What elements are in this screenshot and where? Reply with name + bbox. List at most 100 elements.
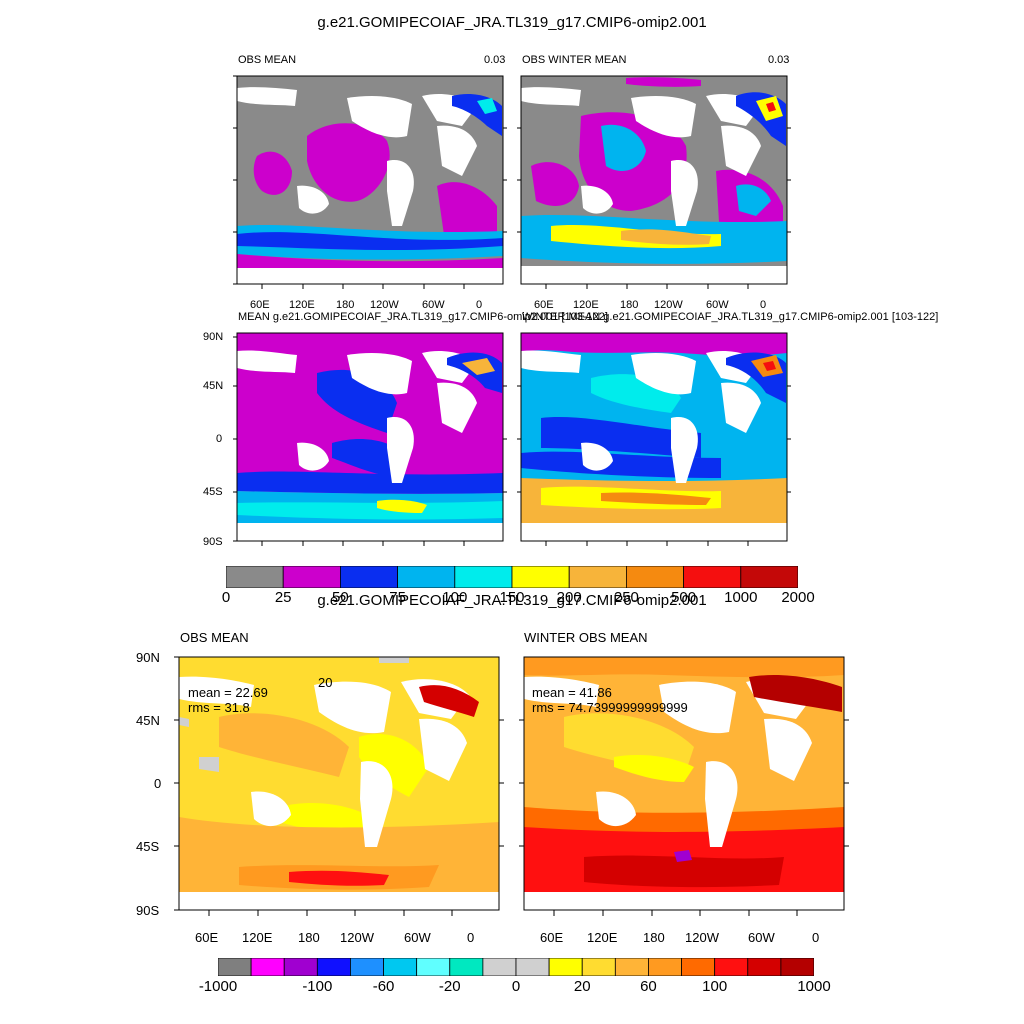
map-panel-model-mean [233, 332, 507, 546]
lat-tick: 90S [136, 903, 160, 918]
colorbar-swatch [581, 958, 616, 976]
lat-tick: 45S [136, 839, 160, 854]
lon-tick: 60E [540, 930, 564, 945]
colorbar-label: 0 [511, 978, 521, 995]
map-panel-obs-mean [233, 75, 507, 289]
lat-tick: 45S [203, 486, 223, 498]
colorbar-swatch [218, 958, 252, 976]
colorbar-label: 0 [221, 589, 231, 606]
lon-tick: 120E [587, 930, 618, 945]
colorbar-label: 25 [274, 589, 292, 606]
colorbar-swatch [350, 958, 384, 976]
colorbar-label: 20 [573, 978, 591, 995]
lon-tick: 120E [573, 299, 599, 311]
colorbar-swatch [226, 566, 284, 588]
colorbar-label: 50 [332, 589, 349, 606]
colorbar-swatch [740, 566, 798, 588]
colorbar-swatch [316, 958, 351, 976]
colorbar-swatch [625, 566, 684, 588]
lon-tick: 180 [643, 930, 665, 945]
lon-tick: 120W [654, 299, 683, 311]
panel1-left-label: OBS MEAN [238, 54, 297, 66]
lon-tick: 120E [289, 299, 315, 311]
colorbar-swatch [548, 958, 583, 976]
map-panel-winter-obs-mean-ratio [519, 656, 849, 916]
colorbar-swatch [340, 566, 399, 588]
panel5-contour-label: 20 [318, 675, 333, 690]
colorbar-label: 75 [389, 589, 406, 606]
colorbar-label: 250 [613, 589, 639, 606]
lat-tick: 0 [216, 433, 223, 445]
lon-tick: 120E [242, 930, 273, 945]
colorbar-swatch [250, 958, 285, 976]
colorbar-swatch [482, 958, 517, 976]
colorbar-label: -100 [302, 978, 333, 995]
colorbar-label: -60 [372, 978, 395, 995]
colorbar-label: 100 [442, 589, 468, 606]
colorbar-swatch [515, 958, 550, 976]
colorbar-2 [218, 958, 814, 976]
colorbar-label: 500 [671, 589, 697, 606]
lat-tick: 45N [203, 380, 224, 392]
lon-tick: 60E [250, 299, 270, 311]
lon-tick: 180 [298, 930, 320, 945]
colorbar-label: 2000 [781, 589, 815, 606]
colorbar-swatch [454, 566, 513, 588]
figure1-title: g.e21.GOMIPECOIAF_JRA.TL319_g17.CMIP6-om… [317, 14, 707, 31]
lon-tick: 120W [340, 930, 374, 945]
panel4-left-label: WINTER MEAN g.e21.GOMIPECOIAF_JRA.TL319_… [522, 311, 939, 323]
lon-tick: 60W [748, 930, 775, 945]
colorbar-swatch [511, 566, 570, 588]
colorbar-label: 200 [556, 589, 582, 606]
lat-tick: 90S [203, 536, 223, 548]
panel6-rms: rms = 74.73999999999999 [532, 700, 688, 715]
panel5-rms: rms = 31.8 [188, 700, 250, 715]
panel6-mean: mean = 41.86 [532, 685, 612, 700]
lon-tick: 60E [534, 299, 554, 311]
lon-tick: 120W [370, 299, 399, 311]
map-panel-obs-winter-mean [517, 75, 791, 289]
colorbar-1 [226, 566, 798, 588]
lon-tick: 60W [422, 299, 445, 311]
colorbar-swatch [714, 958, 749, 976]
colorbar-label: -20 [438, 978, 461, 995]
colorbar-swatch [681, 958, 716, 976]
panel3-left-label: MEAN g.e21.GOMIPECOIAF_JRA.TL319_g17.CMI… [238, 311, 608, 323]
colorbar-label: 150 [499, 589, 525, 606]
colorbar-label: 1000 [724, 589, 758, 606]
map-panel-model-winter-mean [517, 332, 791, 546]
colorbar-swatch [614, 958, 649, 976]
colorbar-swatch [449, 958, 484, 976]
colorbar-swatch [282, 566, 341, 588]
colorbar-swatch [416, 958, 451, 976]
panel2-right-label: 0.03 [768, 54, 790, 66]
map-panel-obs-mean-ratio [174, 656, 504, 916]
panel5-mean: mean = 22.69 [188, 685, 268, 700]
lon-tick: 0 [812, 930, 820, 945]
colorbar-swatch [747, 958, 782, 976]
lon-tick: 60W [706, 299, 729, 311]
lon-tick: 0 [476, 299, 483, 311]
colorbar-swatch [383, 958, 418, 976]
colorbar-swatch [683, 566, 742, 588]
lat-tick: 0 [154, 776, 162, 791]
colorbar-label: -1000 [198, 978, 238, 995]
panel1-right-label: 0.03 [484, 54, 506, 66]
lon-tick: 0 [760, 299, 767, 311]
panel6-left-label: WINTER OBS MEAN [524, 630, 648, 645]
colorbar-label: 100 [702, 978, 728, 995]
colorbar-label: 60 [640, 978, 657, 995]
panel5-left-label: OBS MEAN [180, 630, 249, 645]
colorbar-swatch [283, 958, 318, 976]
panel2-left-label: OBS WINTER MEAN [522, 54, 627, 66]
colorbar-swatch [648, 958, 682, 976]
colorbar-swatch [568, 566, 627, 588]
lat-tick: 90N [203, 331, 224, 343]
figure2-title: g.e21.GOMIPECOIAF_JRA.TL319_g17.CMIP6-om… [317, 592, 707, 609]
lat-tick: 90N [136, 650, 160, 665]
colorbar-swatch [780, 958, 814, 976]
colorbar-label: 1000 [797, 978, 831, 995]
lon-tick: 120W [685, 930, 719, 945]
lon-tick: 0 [467, 930, 475, 945]
lon-tick: 60E [195, 930, 219, 945]
